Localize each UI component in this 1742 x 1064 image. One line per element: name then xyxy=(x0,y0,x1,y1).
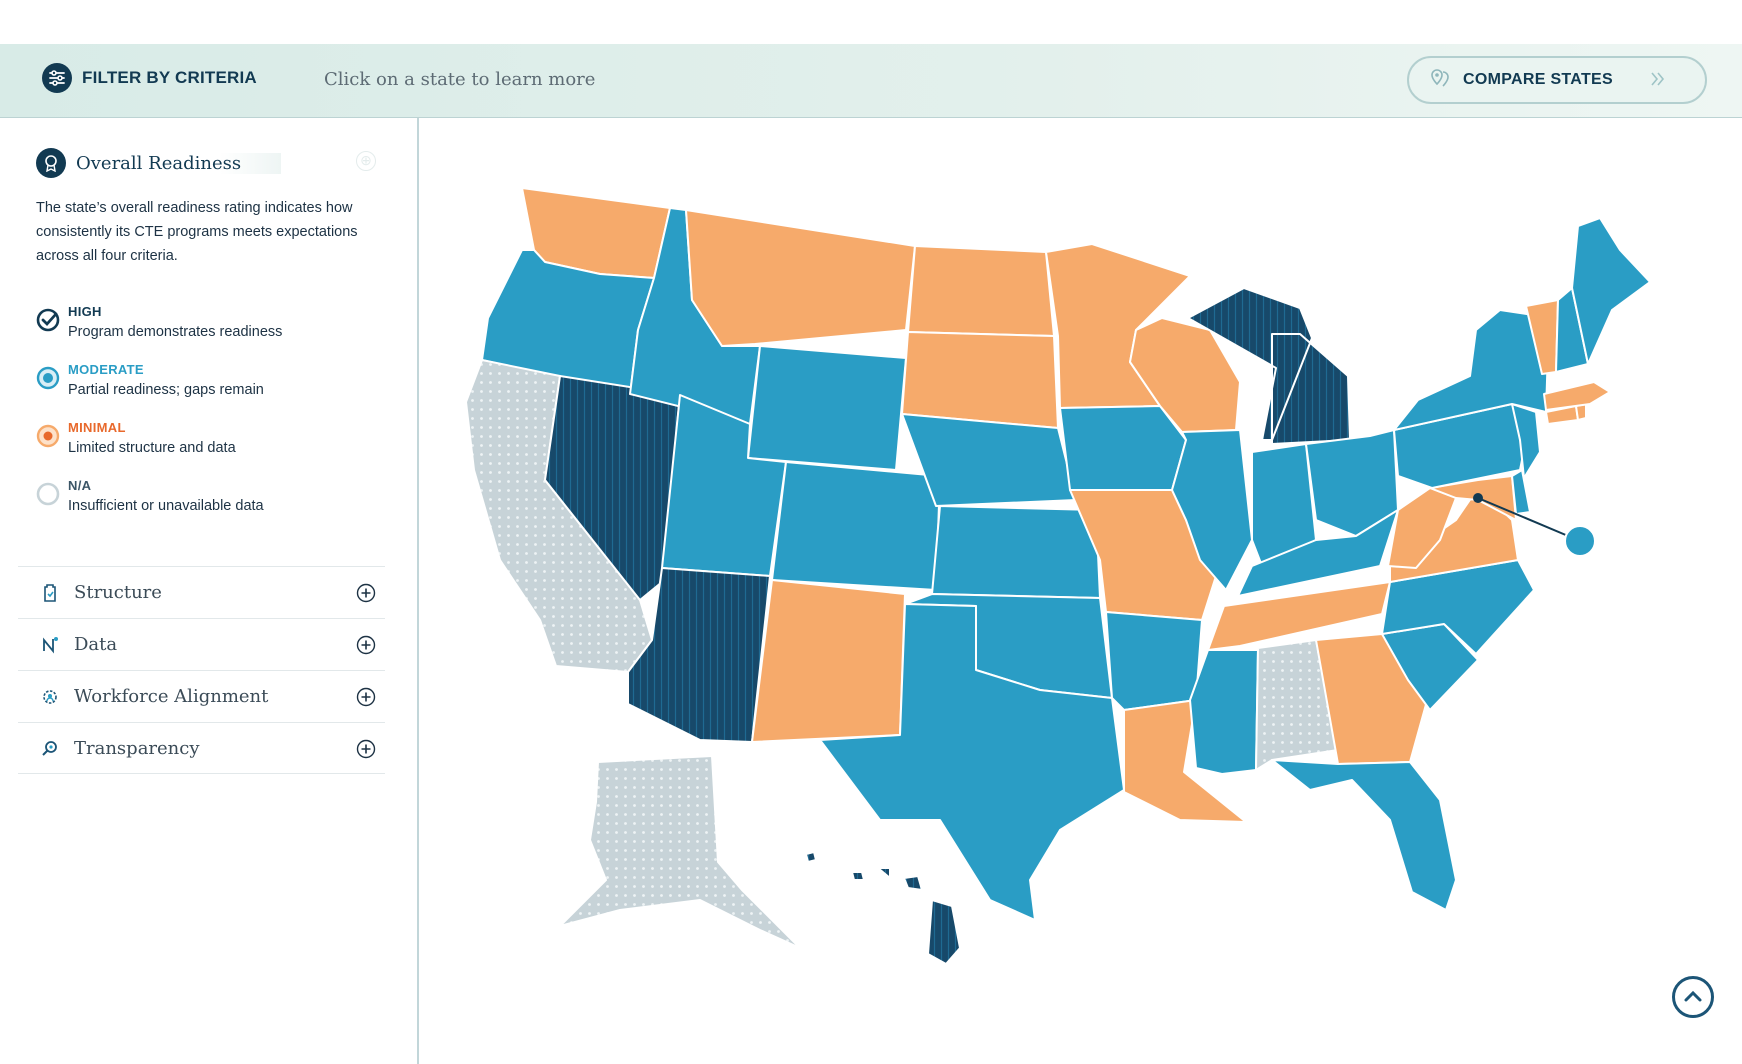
legend-name: MINIMAL xyxy=(68,420,126,435)
state-dc[interactable] xyxy=(1564,525,1596,557)
criteria-accordion: Structure Data Workforce Alignment Trans… xyxy=(18,566,385,774)
legend-desc: Program demonstrates readiness xyxy=(68,324,283,340)
legend-desc: Limited structure and data xyxy=(68,440,236,456)
legend-name: MODERATE xyxy=(68,362,144,377)
check-circle-icon xyxy=(36,308,60,332)
moderate-dot-icon xyxy=(36,366,60,390)
chevron-up-icon xyxy=(1684,990,1702,1002)
double-chevron-right-icon xyxy=(1649,70,1667,94)
compare-states-label: COMPARE STATES xyxy=(1463,71,1613,88)
empty-circle-icon xyxy=(36,482,60,506)
map-hint: Click on a state to learn more xyxy=(324,69,596,90)
filter-by-criteria-button[interactable]: FILTER BY CRITERIA xyxy=(42,63,257,93)
clipboard-icon xyxy=(44,584,56,602)
plus-circle-icon[interactable] xyxy=(356,583,376,603)
legend-desc: Insufficient or unavailable data xyxy=(68,498,264,514)
map-pin-icon xyxy=(1429,67,1451,94)
state-ms[interactable] xyxy=(1189,649,1259,775)
state-az[interactable] xyxy=(627,567,771,743)
criteria-label: Structure xyxy=(74,582,162,603)
legend-name: N/A xyxy=(68,478,92,493)
filter-toolbar: FILTER BY CRITERIA Click on a state to l… xyxy=(0,44,1742,118)
state-de[interactable] xyxy=(1511,469,1531,515)
criteria-sidebar: Overall Readiness ⊕ The state’s overall … xyxy=(0,118,419,1064)
plus-circle-icon[interactable] xyxy=(356,635,376,655)
state-tn[interactable] xyxy=(1207,581,1391,651)
plus-circle-icon[interactable] xyxy=(356,687,376,707)
criteria-structure[interactable]: Structure xyxy=(18,566,385,618)
state-ma[interactable] xyxy=(1543,381,1611,411)
state-nd[interactable] xyxy=(907,245,1055,337)
dc-leader-line xyxy=(1477,497,1581,542)
filter-label: FILTER BY CRITERIA xyxy=(82,68,257,87)
state-me[interactable] xyxy=(1571,217,1651,365)
state-il[interactable] xyxy=(1171,429,1253,591)
state-wy[interactable] xyxy=(747,345,907,471)
badge-icon xyxy=(36,148,66,178)
criteria-data[interactable]: Data xyxy=(18,618,385,670)
overall-readiness-header[interactable]: Overall Readiness xyxy=(36,148,282,178)
legend-item-moderate: MODERATE Partial readiness; gaps remain xyxy=(36,362,386,420)
dc-anchor-dot xyxy=(1473,493,1483,503)
nodes-icon xyxy=(43,637,58,654)
state-sd[interactable] xyxy=(901,331,1059,429)
us-readiness-map xyxy=(420,118,1742,1064)
state-fl[interactable] xyxy=(1271,759,1457,911)
state-al[interactable] xyxy=(1255,639,1339,771)
state-ks[interactable] xyxy=(931,505,1101,599)
readiness-legend: HIGH Program demonstrates readiness MODE… xyxy=(36,304,386,536)
scroll-top-button[interactable] xyxy=(1672,976,1714,1018)
legend-name: HIGH xyxy=(68,304,102,319)
state-ak[interactable] xyxy=(559,755,801,949)
legend-item-high: HIGH Program demonstrates readiness xyxy=(36,304,386,362)
plus-circle-icon[interactable] xyxy=(356,739,376,759)
minimal-dot-icon xyxy=(36,424,60,448)
state-tx[interactable] xyxy=(819,603,1125,921)
state-mi[interactable] xyxy=(1187,287,1351,445)
criteria-transparency[interactable]: Transparency xyxy=(18,722,385,774)
legend-desc: Partial readiness; gaps remain xyxy=(68,382,264,398)
overall-readiness-title: Overall Readiness xyxy=(76,152,282,174)
magnifier-icon xyxy=(42,741,57,756)
compare-states-button[interactable]: COMPARE STATES xyxy=(1407,56,1707,104)
state-co[interactable] xyxy=(771,461,941,591)
overall-collapse-icon[interactable]: ⊕ xyxy=(356,151,376,171)
legend-item-minimal: MINIMAL Limited structure and data xyxy=(36,420,386,478)
criteria-label: Workforce Alignment xyxy=(74,686,269,707)
gear-person-icon xyxy=(43,690,57,704)
criteria-label: Data xyxy=(74,634,118,655)
state-nj[interactable] xyxy=(1511,403,1541,479)
sliders-icon xyxy=(42,63,72,93)
state-mt[interactable] xyxy=(685,209,916,347)
state-nm[interactable] xyxy=(751,579,906,743)
us-map-svg xyxy=(465,187,1651,965)
state-ar[interactable] xyxy=(1105,611,1203,711)
criteria-workforce-alignment[interactable]: Workforce Alignment xyxy=(18,670,385,722)
state-hi[interactable] xyxy=(805,851,961,965)
legend-item-na: N/A Insufficient or unavailable data xyxy=(36,478,386,536)
criteria-label: Transparency xyxy=(74,738,200,759)
state-ia[interactable] xyxy=(1059,405,1187,491)
overall-readiness-description: The state’s overall readiness rating ind… xyxy=(36,200,358,264)
